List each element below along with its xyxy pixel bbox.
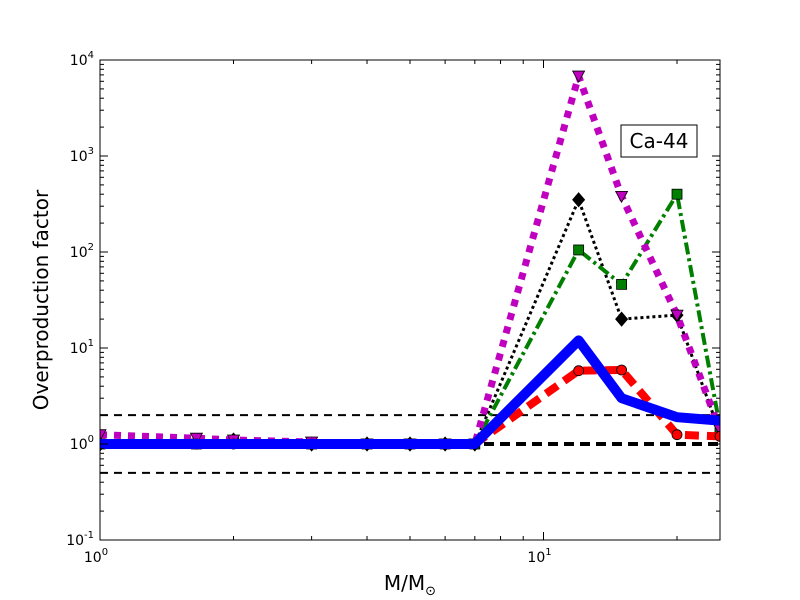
y-tick-label: 103 [70, 146, 94, 165]
y-tick-label: 101 [70, 338, 94, 357]
series-2-point [573, 244, 585, 256]
series-3-point [572, 192, 586, 208]
x-axis-label-sub: ⊙ [425, 584, 436, 599]
series-1-point [671, 429, 683, 441]
annotation-text: Ca-44 [630, 129, 689, 153]
series-2-point [616, 278, 628, 290]
series-1-point [573, 365, 585, 377]
y-tick-label: 100 [70, 434, 94, 453]
plot-frame [99, 59, 721, 541]
series-1-point [616, 364, 628, 376]
y-tick-label: 10-1 [66, 530, 94, 549]
series-4-point [571, 70, 586, 83]
plot-area [100, 60, 720, 540]
series-4-point [614, 190, 629, 204]
annotation-box: Ca-44 [620, 124, 698, 158]
y-tick-label: 104 [70, 50, 94, 69]
y-axis-label: Overproduction factor [29, 189, 53, 410]
x-tick-label: 101 [527, 547, 551, 566]
x-tick-label: 100 [84, 547, 108, 566]
series-2-point [671, 188, 683, 200]
series-1-point [714, 431, 720, 442]
x-axis-label: M/M⊙ [384, 571, 436, 599]
series-0 [100, 335, 720, 449]
series-3-point [615, 311, 629, 327]
y-tick-label: 102 [70, 242, 94, 261]
series-4-point [670, 309, 684, 322]
x-axis-label-main: M/M [384, 571, 425, 595]
series-line-1 [100, 366, 720, 448]
series-4-point [100, 429, 107, 442]
series-line-0 [100, 335, 720, 449]
